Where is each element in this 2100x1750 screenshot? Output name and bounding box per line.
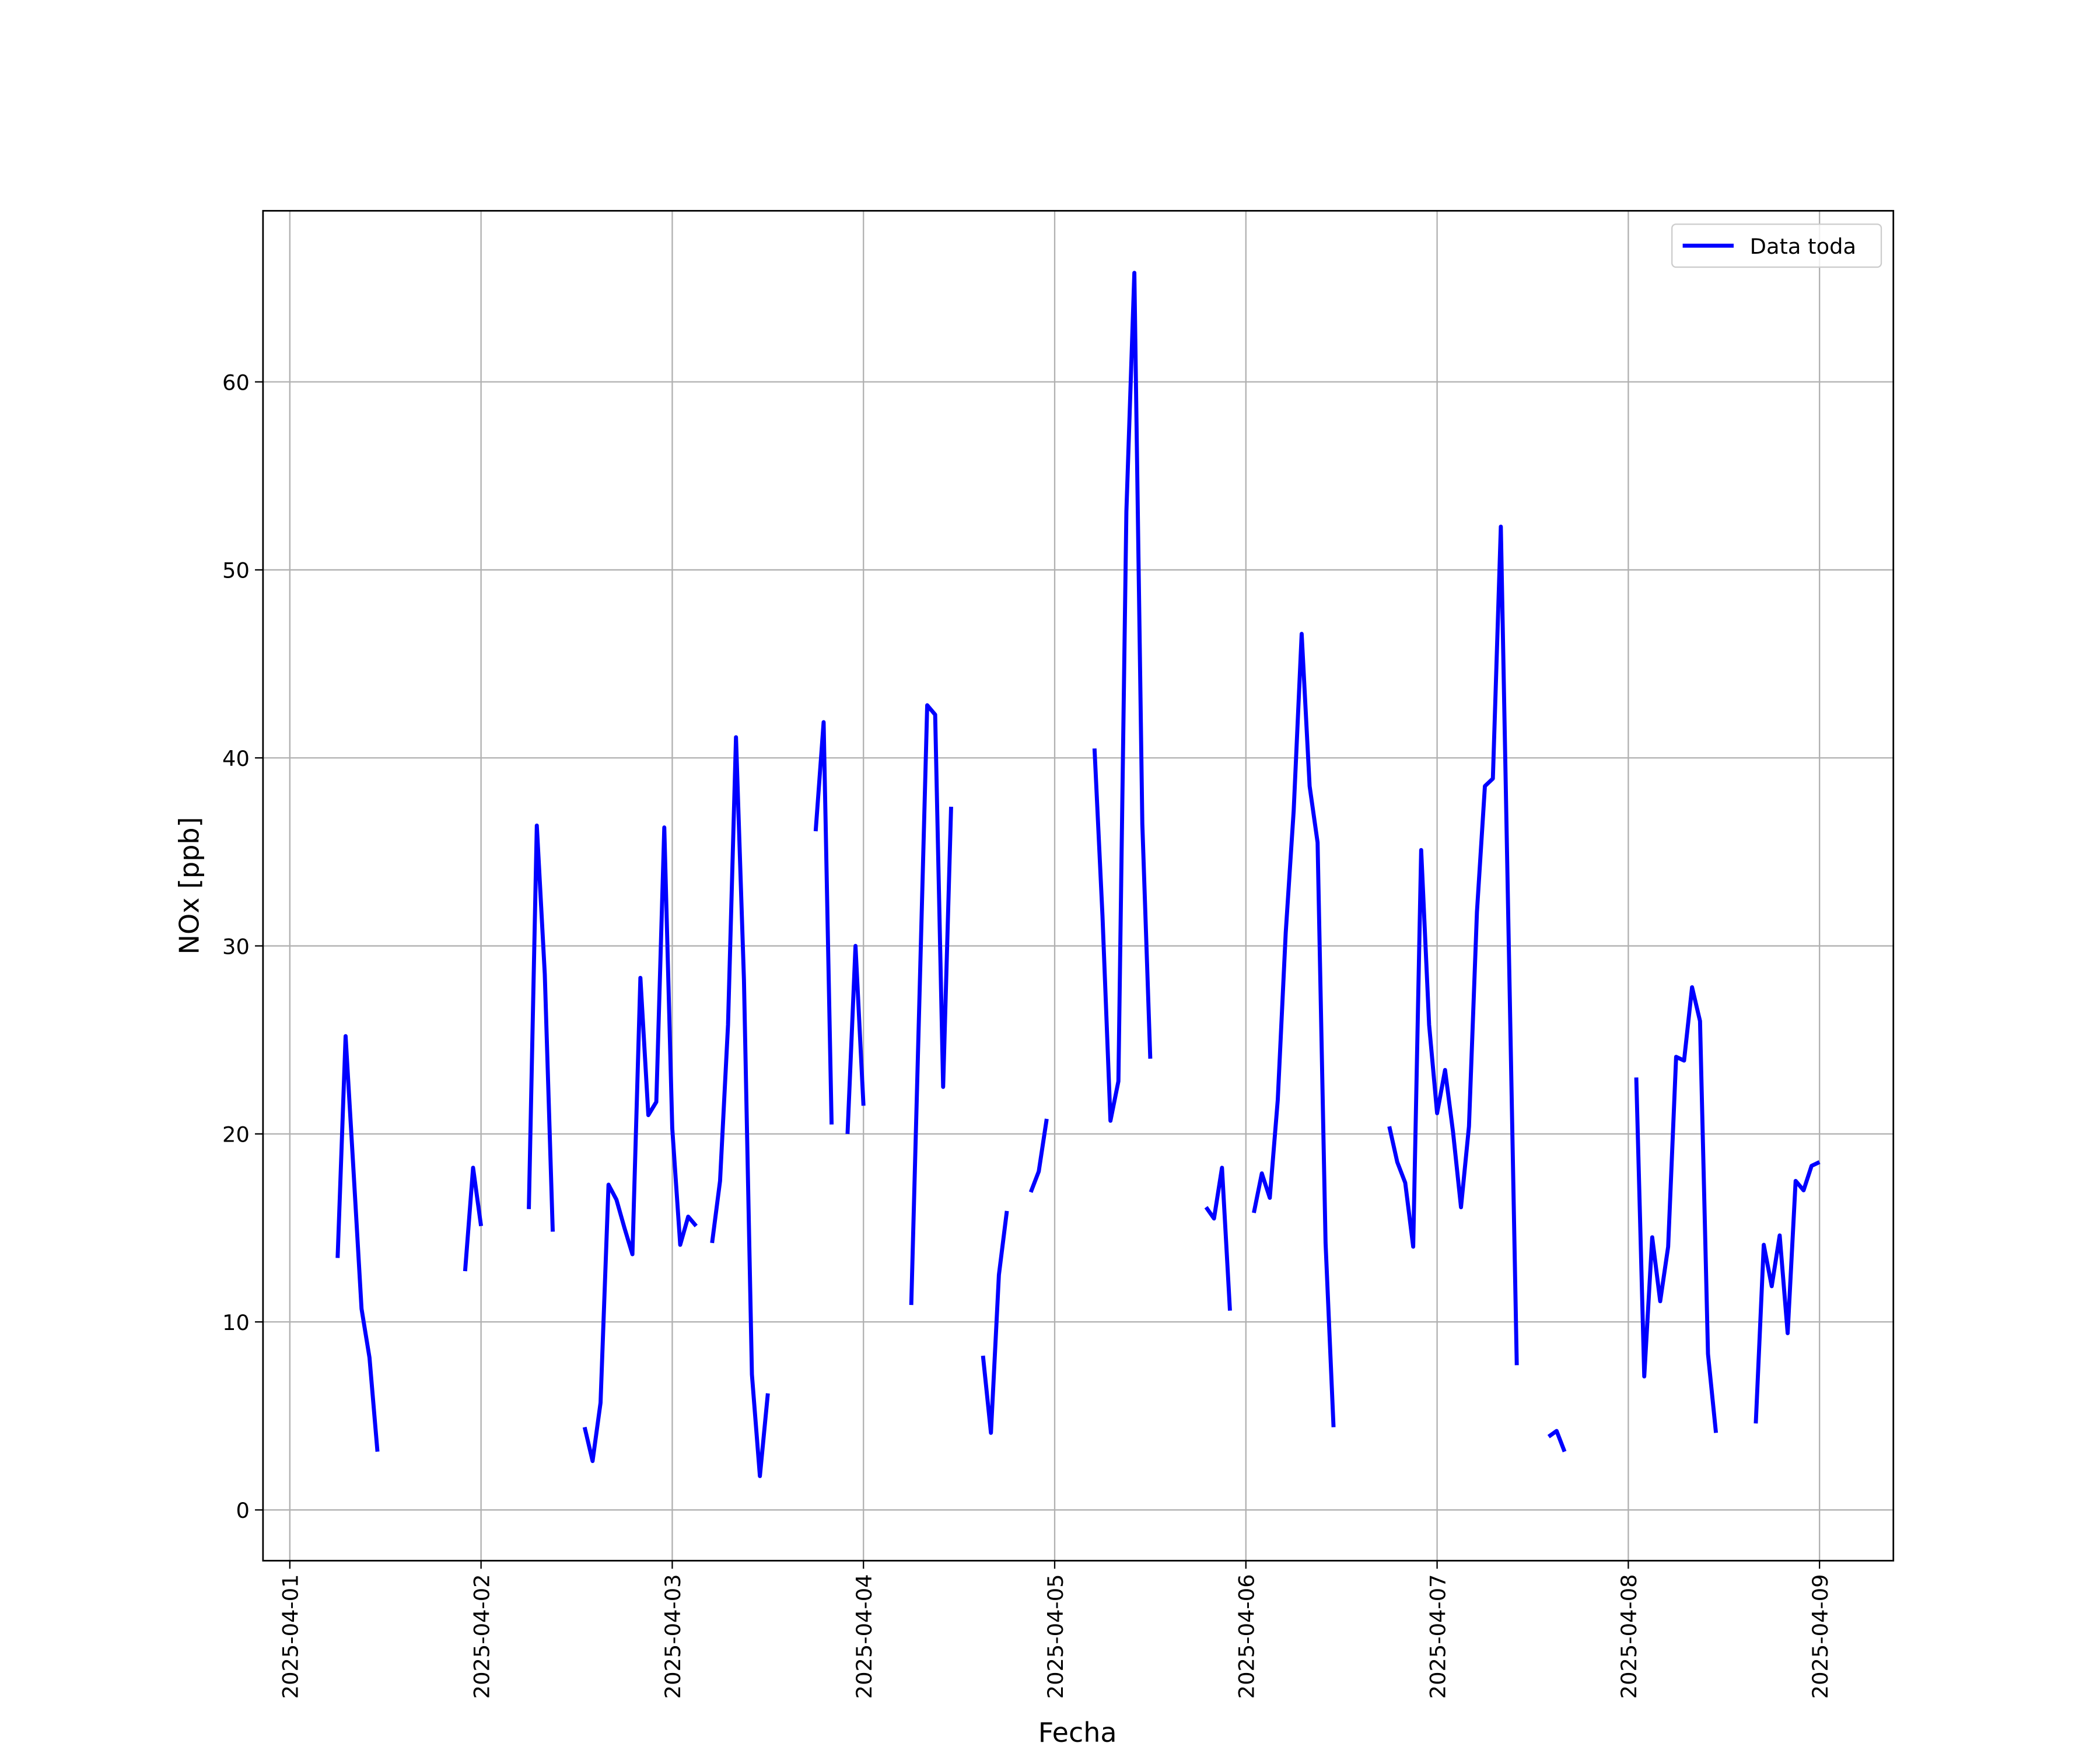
x-tick-label: 2025-04-02 xyxy=(469,1574,494,1699)
x-tick-label: 2025-04-01 xyxy=(278,1574,303,1699)
y-axis-label: NOx [ppb] xyxy=(173,817,205,954)
legend-label: Data toda xyxy=(1750,234,1856,259)
x-tick-label: 2025-04-06 xyxy=(1234,1574,1259,1699)
y-tick-label: 40 xyxy=(222,746,250,771)
x-tick-label: 2025-04-03 xyxy=(660,1574,685,1699)
x-tick-label: 2025-04-09 xyxy=(1808,1574,1833,1699)
data-line xyxy=(335,271,1821,1478)
y-tick-label: 10 xyxy=(222,1310,250,1335)
y-tick-label: 20 xyxy=(222,1122,250,1147)
legend-box xyxy=(1671,223,1882,268)
y-tick-label: 50 xyxy=(222,558,250,583)
y-tick-label: 60 xyxy=(222,370,250,395)
plot-frame xyxy=(262,209,1895,1562)
y-tick-label: 30 xyxy=(222,934,250,959)
x-tick-label: 2025-04-07 xyxy=(1425,1574,1450,1699)
y-tick-label: 0 xyxy=(236,1498,249,1523)
x-tick-label: 2025-04-08 xyxy=(1616,1574,1642,1699)
x-tick-label: 2025-04-05 xyxy=(1043,1574,1068,1699)
x-axis-label: Fecha xyxy=(1038,1717,1117,1748)
x-tick-label: 2025-04-04 xyxy=(852,1574,877,1699)
